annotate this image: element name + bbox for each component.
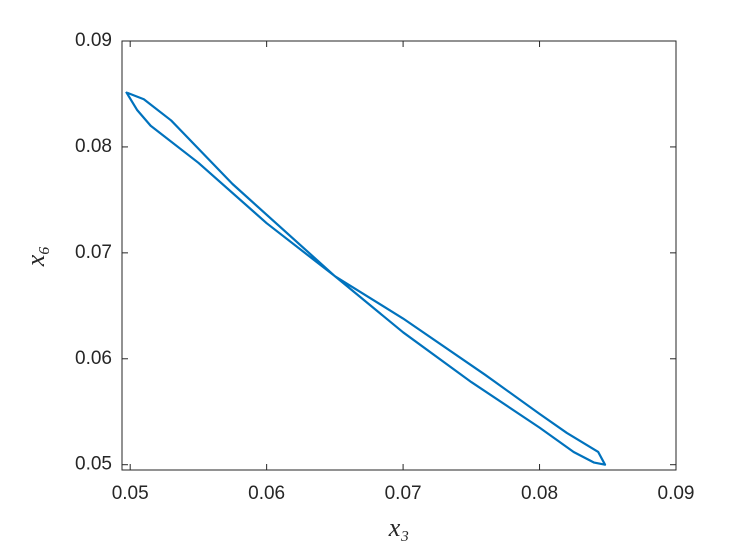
y-tick-label: 0.08	[75, 136, 112, 157]
y-tick-label: 0.09	[75, 30, 112, 51]
x-tick-label: 0.06	[248, 483, 285, 504]
plot-frame	[121, 40, 677, 471]
x-tick-label: 0.07	[385, 483, 422, 504]
x-tick-label: 0.09	[658, 483, 695, 504]
y-axis-title: x₆	[21, 246, 50, 268]
y-tick-label: 0.05	[75, 454, 112, 475]
y-tick-label: 0.07	[75, 242, 112, 263]
data-line	[125, 91, 607, 466]
x-axis-title: x₃	[388, 513, 410, 542]
y-tick-label: 0.06	[75, 348, 112, 369]
x-tick-label: 0.05	[112, 483, 149, 504]
x-tick-label: 0.08	[521, 483, 558, 504]
